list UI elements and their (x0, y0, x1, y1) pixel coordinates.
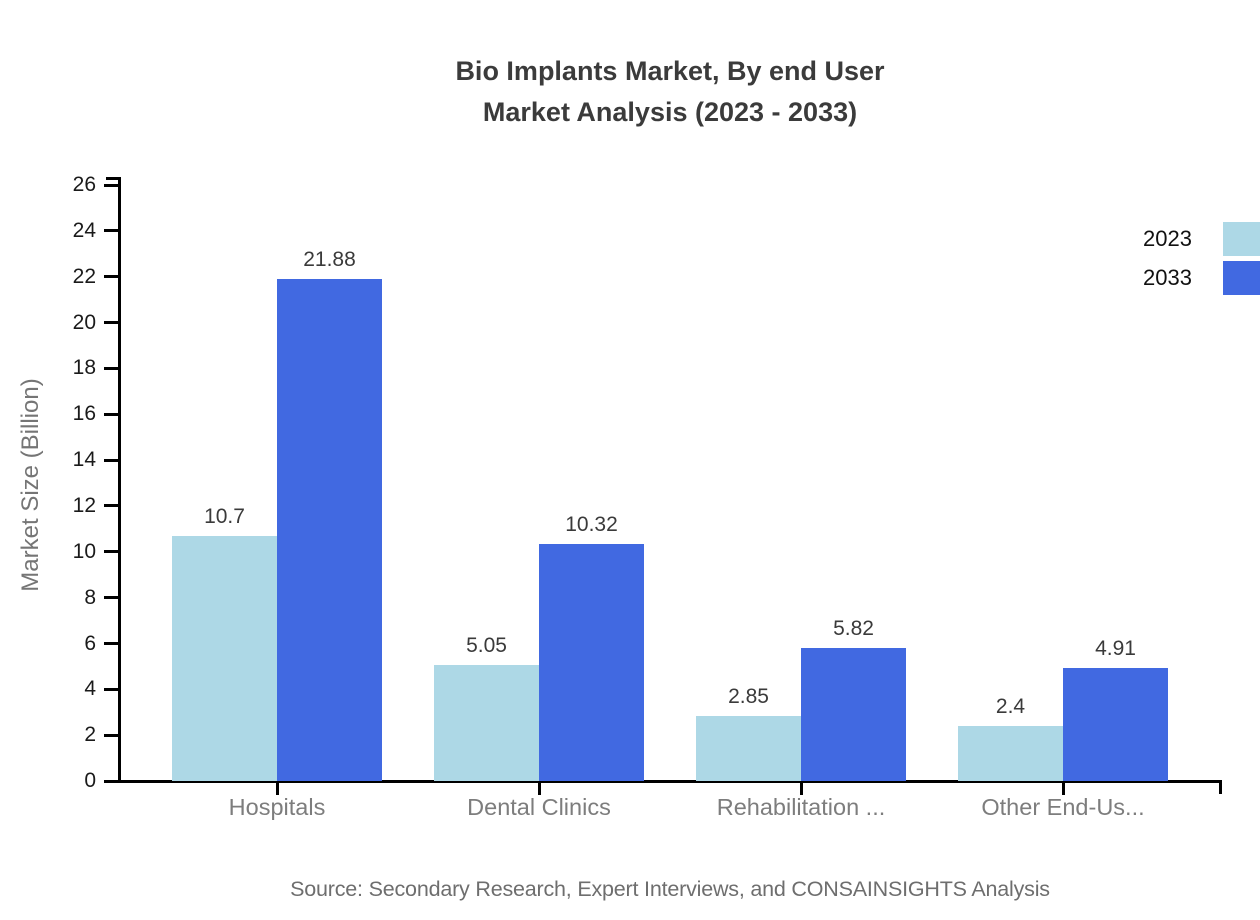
bar-2023 (958, 726, 1063, 781)
y-tick-label: 16 (72, 402, 96, 426)
y-tick-label: 20 (72, 310, 96, 334)
y-tick (104, 550, 118, 554)
y-tick-label: 14 (72, 448, 96, 472)
chart-title-line1: Bio Implants Market, By end User (455, 56, 885, 86)
bar-value-label: 5.82 (833, 616, 874, 640)
chart-title: Bio Implants Market, By end User Market … (80, 51, 1260, 133)
y-tick (104, 733, 118, 737)
y-tick-label: 8 (84, 585, 96, 609)
y-tick (104, 412, 118, 416)
bar-value-label: 5.05 (466, 634, 507, 658)
y-tick (104, 183, 118, 187)
chart-title-line2: Market Analysis (2023 - 2033) (482, 97, 858, 127)
y-tick (104, 275, 118, 279)
y-tick (104, 642, 118, 645)
bar-value-label: 4.91 (1095, 637, 1136, 661)
y-tick-label: 6 (84, 631, 96, 655)
legend-item-2033: 2033 (1143, 261, 1260, 295)
y-tick (104, 687, 118, 691)
y-tick-label: 4 (84, 677, 96, 701)
y-tick (104, 779, 118, 783)
bar-value-label: 10.7 (204, 504, 245, 528)
y-tick (104, 366, 118, 370)
y-tick-label: 26 (72, 173, 96, 196)
bar-value-label: 2.4 (995, 695, 1026, 718)
y-tick-label: 2 (84, 723, 96, 747)
x-tick (275, 783, 279, 795)
y-tick (104, 229, 118, 233)
x-tick (799, 783, 803, 795)
bar-2033 (277, 279, 382, 781)
y-axis-endcap-tick (106, 177, 121, 180)
legend-item-2023: 2023 (1143, 222, 1260, 256)
legend-label: 2033 (1143, 265, 1192, 290)
bar-value-label: 2.85 (728, 684, 769, 708)
bar-value-label: 10.32 (565, 513, 618, 537)
bar-2033 (539, 544, 644, 781)
bar-2033 (801, 647, 906, 781)
y-tick (104, 504, 118, 508)
legend-swatch (1223, 222, 1260, 256)
y-tick-label: 10 (72, 539, 96, 563)
bar-value-label: 21.88 (303, 248, 356, 272)
x-category-label: Rehabilitation ... (716, 794, 886, 820)
x-tick (537, 783, 541, 795)
x-category-label: Dental Clinics (467, 794, 611, 820)
y-tick (104, 596, 118, 600)
legend-label: 2023 (1143, 226, 1192, 251)
y-tick (104, 458, 118, 462)
legend-swatch (1223, 261, 1260, 295)
bar-2023 (172, 535, 277, 781)
x-category-label: Hospitals (228, 794, 326, 820)
y-tick-label: 24 (72, 218, 96, 242)
y-tick-label: 0 (84, 769, 96, 792)
y-axis-line (118, 177, 121, 783)
x-category-label: Other End-Us... (981, 794, 1145, 820)
y-tick-label: 22 (72, 264, 96, 288)
source-note: Source: Secondary Research, Expert Inter… (290, 877, 1050, 901)
y-tick (104, 321, 118, 324)
legend: 2023 2033 (1143, 222, 1260, 300)
bar-2023 (696, 715, 801, 781)
y-tick-label: 18 (72, 356, 96, 380)
x-axis-line (118, 780, 1222, 783)
x-tick (1061, 783, 1065, 795)
bar-2033 (1063, 668, 1168, 781)
y-tick-label: 12 (72, 493, 96, 517)
x-axis-endcap-tick (1219, 780, 1222, 794)
bar-2023 (434, 665, 539, 781)
